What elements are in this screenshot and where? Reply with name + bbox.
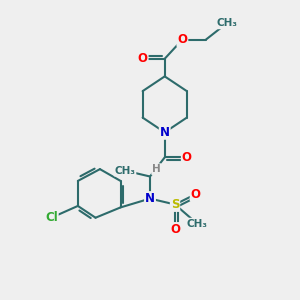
Text: O: O (190, 188, 201, 201)
Text: S: S (171, 198, 179, 211)
Text: CH₃: CH₃ (187, 219, 208, 229)
Text: CH₃: CH₃ (216, 18, 237, 28)
Text: O: O (170, 223, 180, 236)
Text: O: O (177, 33, 188, 46)
Text: H: H (152, 164, 161, 174)
Text: O: O (138, 52, 148, 65)
Text: O: O (182, 151, 192, 164)
Text: N: N (160, 126, 170, 139)
Text: CH₃: CH₃ (115, 166, 136, 176)
Text: Cl: Cl (45, 211, 58, 224)
Text: N: N (145, 192, 155, 205)
